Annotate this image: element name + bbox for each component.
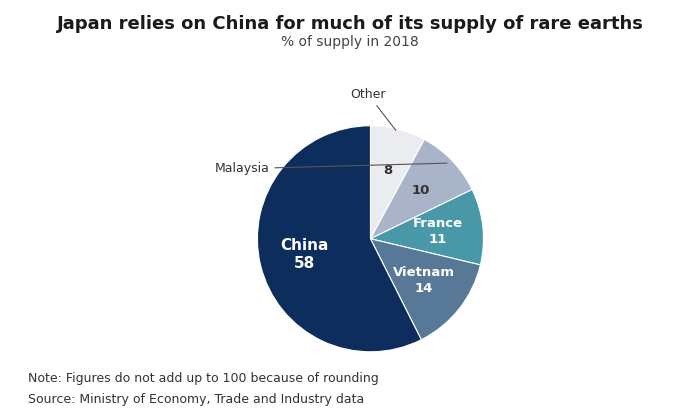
Text: France: France: [413, 217, 463, 230]
Text: Vietnam: Vietnam: [393, 266, 455, 280]
Text: China: China: [280, 238, 329, 253]
Text: Source: Ministry of Economy, Trade and Industry data: Source: Ministry of Economy, Trade and I…: [28, 393, 364, 406]
Text: Japan relies on China for much of its supply of rare earths: Japan relies on China for much of its su…: [57, 15, 643, 32]
Text: 11: 11: [428, 233, 447, 246]
Wedge shape: [370, 239, 480, 340]
Text: % of supply in 2018: % of supply in 2018: [281, 35, 419, 50]
Wedge shape: [258, 126, 421, 352]
Text: Malaysia: Malaysia: [214, 162, 447, 175]
Text: 10: 10: [412, 184, 430, 197]
Text: 8: 8: [383, 164, 392, 177]
Wedge shape: [370, 190, 484, 265]
Wedge shape: [370, 139, 472, 239]
Text: 58: 58: [294, 256, 315, 271]
Text: Note: Figures do not add up to 100 because of rounding: Note: Figures do not add up to 100 becau…: [28, 372, 379, 385]
Wedge shape: [370, 126, 424, 239]
Text: 14: 14: [414, 282, 433, 295]
Text: Other: Other: [350, 88, 395, 130]
